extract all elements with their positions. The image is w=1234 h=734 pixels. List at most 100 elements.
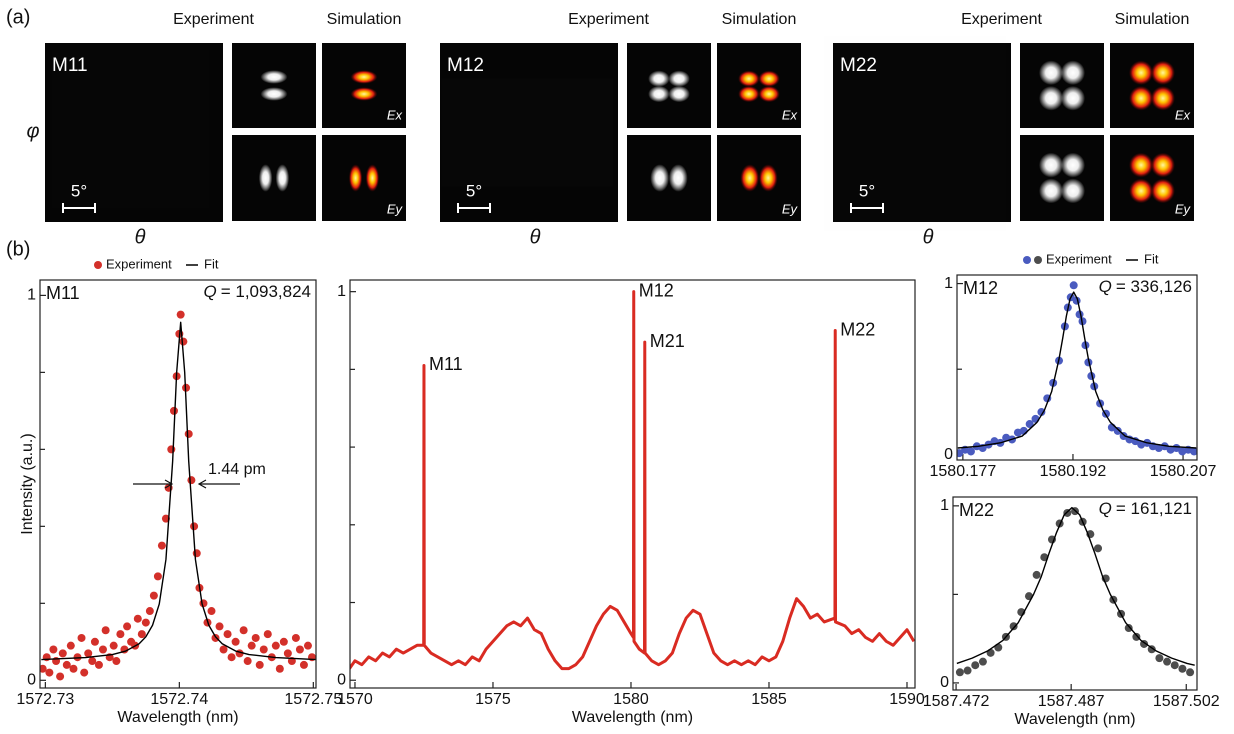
data-point bbox=[102, 626, 110, 634]
y-tick-label: 0 bbox=[944, 446, 953, 463]
polarization-label: Ey bbox=[1175, 201, 1192, 216]
lobe bbox=[869, 85, 903, 119]
q-value: = 161,121 bbox=[1116, 499, 1192, 518]
data-point bbox=[216, 622, 224, 630]
lobe bbox=[351, 70, 378, 84]
legend-marker bbox=[1034, 256, 1042, 264]
data-point bbox=[1033, 571, 1041, 579]
lobe bbox=[1151, 61, 1175, 85]
lobe bbox=[1039, 86, 1063, 110]
plot-frame bbox=[40, 280, 316, 688]
data-point bbox=[56, 672, 64, 680]
q-value: = 1,093,824 bbox=[221, 282, 311, 301]
data-point bbox=[170, 407, 178, 415]
axis-label: θ bbox=[135, 226, 146, 248]
data-point bbox=[232, 638, 240, 646]
lobe bbox=[261, 87, 288, 101]
polarization-label: Ey bbox=[782, 201, 799, 216]
data-point bbox=[116, 630, 124, 638]
data-point bbox=[1178, 665, 1186, 673]
column-header: Simulation bbox=[1115, 11, 1190, 28]
lobe bbox=[1061, 153, 1085, 178]
lobe bbox=[758, 71, 780, 87]
data-point bbox=[252, 634, 260, 642]
panel-label: (b) bbox=[6, 238, 30, 260]
data-point bbox=[212, 634, 220, 642]
data-point bbox=[138, 630, 146, 638]
data-point bbox=[280, 638, 288, 646]
plot-area bbox=[955, 281, 1198, 457]
column-header: Simulation bbox=[327, 11, 402, 28]
lobe bbox=[1039, 61, 1063, 85]
x-axis-label: Wavelength (nm) bbox=[572, 709, 693, 726]
data-point bbox=[63, 661, 71, 669]
data-point bbox=[1186, 668, 1194, 676]
panel-label: (a) bbox=[6, 6, 30, 28]
legend-label: Experiment bbox=[1046, 251, 1112, 266]
data-point bbox=[150, 592, 158, 600]
axis-label: θ bbox=[530, 226, 541, 248]
data-point bbox=[956, 668, 964, 676]
x-tick-label: 1572.74 bbox=[150, 691, 208, 708]
figure: (a) (b) φ ExperimentSimulationM11ExEy5°θ… bbox=[0, 0, 1234, 734]
lobe bbox=[259, 164, 272, 192]
lobe bbox=[669, 164, 688, 192]
data-point bbox=[99, 646, 107, 654]
lobe bbox=[648, 71, 670, 87]
data-point bbox=[1094, 544, 1102, 552]
q-symbol: Q bbox=[1099, 499, 1112, 518]
data-point bbox=[244, 657, 252, 665]
x-tick-label: 1575 bbox=[475, 691, 511, 708]
peak-label: M21 bbox=[650, 331, 685, 351]
lobe bbox=[1061, 179, 1085, 204]
data-point bbox=[78, 634, 86, 642]
y-axis-label: Intensity (a.u.) bbox=[19, 433, 36, 534]
data-point bbox=[193, 549, 201, 557]
data-point bbox=[284, 649, 292, 657]
data-point bbox=[276, 665, 284, 673]
q-annotation: Q= 336,126 bbox=[1099, 277, 1192, 296]
polarization-label: Ex bbox=[782, 107, 798, 122]
arrow bbox=[133, 480, 240, 488]
data-point bbox=[979, 658, 987, 666]
q-symbol: Q bbox=[1099, 277, 1112, 296]
y-tick-label: 1 bbox=[940, 497, 949, 514]
lobe bbox=[759, 164, 778, 192]
x-tick-label: 1572.73 bbox=[16, 691, 74, 708]
column-header: Experiment bbox=[961, 11, 1042, 28]
lobe bbox=[668, 86, 690, 102]
data-point bbox=[112, 657, 120, 665]
peak-label: M12 bbox=[639, 280, 674, 300]
data-line bbox=[957, 508, 1195, 666]
column-header: Experiment bbox=[568, 11, 649, 28]
data-point bbox=[110, 642, 118, 650]
x-tick-label: 1590 bbox=[889, 691, 925, 708]
lobe bbox=[366, 164, 379, 192]
x-tick-label: 1580.192 bbox=[1040, 463, 1107, 480]
data-point bbox=[45, 669, 53, 677]
data-point bbox=[179, 338, 187, 346]
lobe bbox=[1151, 153, 1175, 178]
data-point bbox=[134, 615, 142, 623]
x-axis-label: Wavelength (nm) bbox=[1014, 711, 1135, 728]
x-tick-label: 1580.207 bbox=[1150, 463, 1217, 480]
data-point bbox=[1155, 654, 1163, 662]
linewidth-label: 1.44 pm bbox=[208, 461, 266, 478]
legend-label: Fit bbox=[204, 256, 219, 271]
lobe bbox=[650, 164, 669, 192]
lobe bbox=[531, 106, 570, 160]
lobe bbox=[1061, 61, 1085, 85]
q-annotation: Q = 1,093,824 bbox=[203, 282, 311, 301]
data-line bbox=[349, 292, 913, 669]
polarization-label: Ey bbox=[387, 201, 404, 216]
lobe bbox=[349, 164, 362, 192]
mode-label: M11 bbox=[52, 55, 88, 76]
y-tick-label: 1 bbox=[944, 275, 953, 292]
data-point bbox=[185, 430, 193, 438]
q-symbol: Q bbox=[203, 282, 216, 301]
scale-label: 5° bbox=[71, 181, 87, 200]
lobe bbox=[1129, 86, 1153, 110]
data-point bbox=[91, 638, 99, 646]
lobe bbox=[1061, 86, 1085, 110]
data-point bbox=[49, 646, 57, 654]
